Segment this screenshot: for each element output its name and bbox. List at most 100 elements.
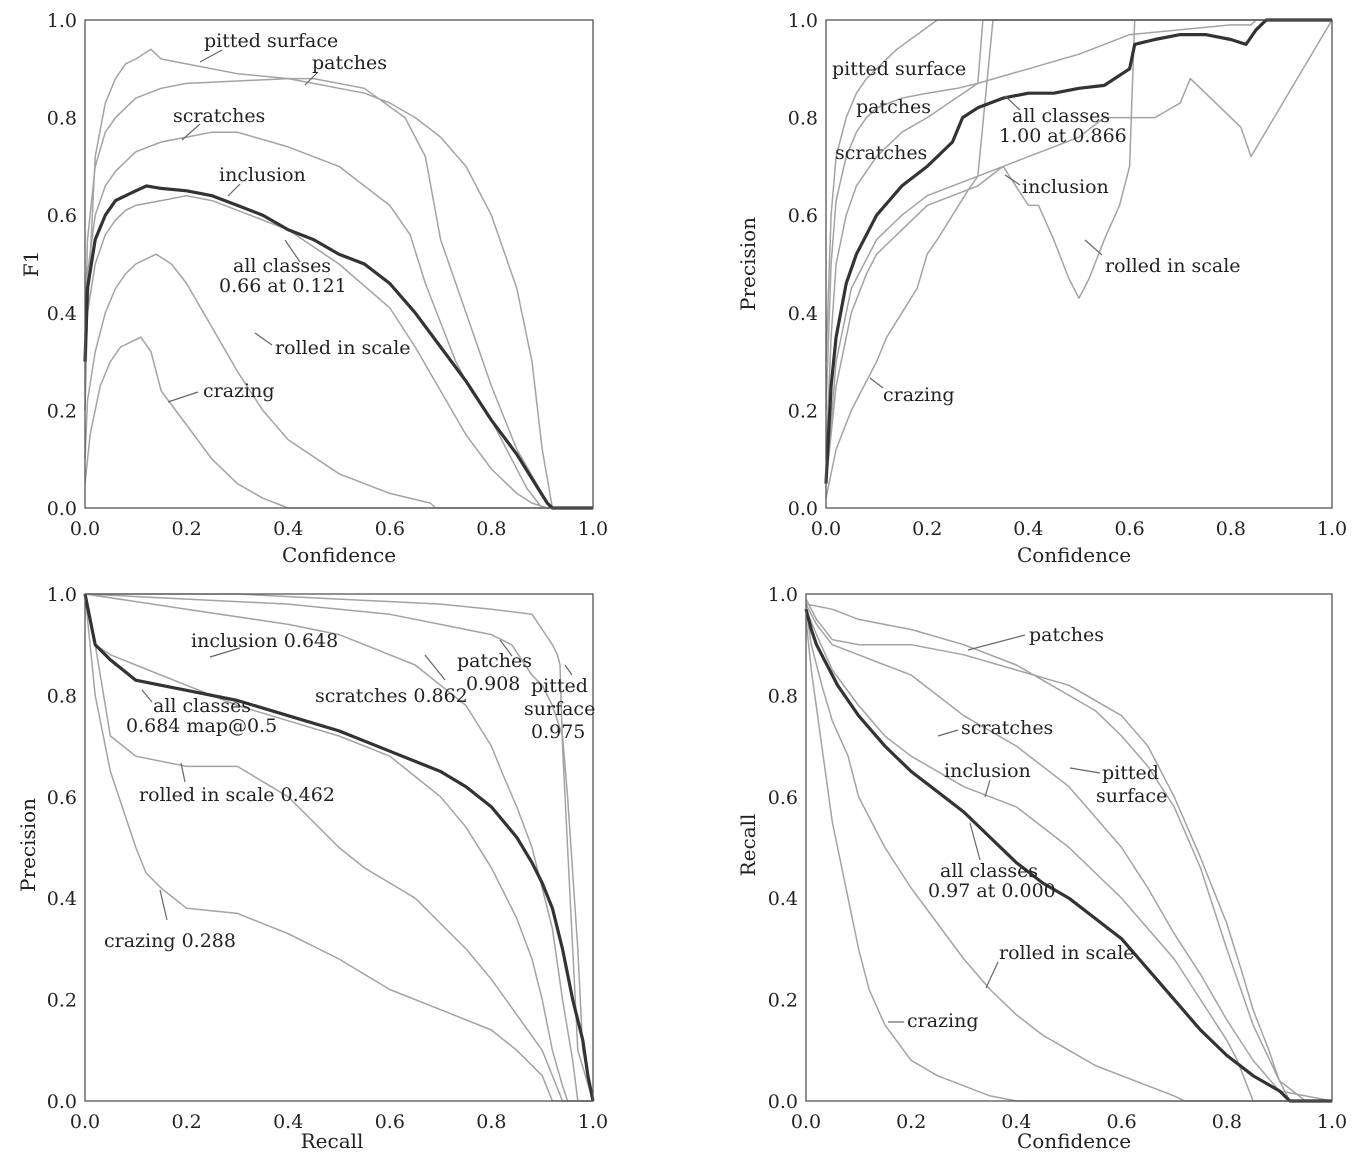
y-tick-label: 0.2 (788, 400, 818, 422)
annotation-inclusion: inclusion 0.648 (191, 630, 338, 652)
series-inclusion (84, 194, 593, 509)
annotation-all-classes-value: 1.00 at 0.866 (999, 125, 1127, 147)
x-tick-label: 0.4 (1001, 1111, 1031, 1133)
x-tick-label: 0.0 (791, 1111, 821, 1133)
y-axis-label: F1 (19, 251, 43, 278)
leader-patches (304, 71, 319, 86)
y-tick-label: 0.4 (47, 888, 77, 910)
annotation-rolled-in-scale: rolled in scale (999, 942, 1135, 964)
annotation-crazing: crazing 0.288 (104, 930, 236, 952)
y-tick-label: 0.0 (768, 1091, 798, 1113)
x-tick-label: 0.0 (70, 518, 100, 540)
annotation-surface: surface (524, 698, 595, 720)
annotation-inclusion: inclusion (944, 760, 1031, 782)
annotation-patches: patches (457, 650, 532, 672)
annotation-scratches: scratches (961, 717, 1053, 739)
annotation-patches-value: 0.908 (466, 673, 520, 695)
annotation-patches: patches (312, 52, 387, 74)
annotation-pitted-surface-value: 0.975 (531, 721, 585, 743)
annotation-pitted-surface: pitted surface (832, 58, 966, 80)
annotation-patches: patches (1029, 624, 1104, 646)
leader-rolled-in-scale (180, 762, 186, 783)
y-tick-label: 0.0 (47, 1091, 77, 1113)
series-all-classes (83, 593, 595, 1102)
leader-scratches (937, 729, 959, 737)
leader-scratches (424, 654, 446, 681)
annotation-all-classes: all classes (153, 695, 251, 717)
y-tick-label: 0.0 (788, 498, 818, 520)
x-axis-label: Confidence (1017, 1129, 1131, 1153)
annotation-crazing: crazing (883, 384, 955, 406)
panel-recall-confidence: 0.0 0.2 0.4 0.6 0.8 1.0 0.0 0.2 0.4 0.6 0.8 1.0 Con… (736, 584, 1347, 1153)
leader-rolled-in-scale (985, 961, 999, 989)
annotation-surface: surface (1096, 785, 1167, 807)
leader-inclusion (227, 183, 241, 197)
annotation-patches: patches (856, 96, 931, 118)
series-scratches (825, 19, 1332, 460)
series-inclusion (84, 593, 593, 1102)
x-tick-label: 0.0 (811, 518, 841, 540)
leader-rolled-in-scale (1084, 239, 1103, 256)
y-tick-label: 0.2 (47, 990, 77, 1012)
annotation-rolled-in-scale: rolled in scale (1105, 255, 1241, 277)
y-tick-label: 0.6 (788, 205, 818, 227)
x-tick-label: 0.0 (70, 1111, 100, 1133)
y-tick-label: 0.4 (47, 303, 77, 325)
x-tick-label: 1.0 (578, 1111, 608, 1133)
x-tick-label: 0.2 (171, 518, 201, 540)
leader-all-classes (284, 239, 301, 263)
annotation-all-classes-value: 0.684 map@0.5 (126, 715, 277, 737)
annotation-inclusion: inclusion (1022, 176, 1109, 198)
x-tick-label: 0.8 (1212, 1111, 1242, 1133)
annotation-scratches: scratches 0.862 (315, 685, 468, 707)
x-tick-label: 0.8 (1216, 518, 1246, 540)
leader-scratches (181, 123, 201, 141)
y-tick-label: 1.0 (47, 10, 77, 32)
x-axis-label: Recall (301, 1129, 364, 1153)
x-tick-label: 0.6 (1114, 518, 1144, 540)
leader-inclusion (984, 779, 991, 798)
x-tick-label: 0.6 (375, 1111, 405, 1133)
panel-f1-confidence: 0.0 0.2 0.4 0.6 0.8 1.0 0.0 0.2 0.4 0.6 0.8 1.0 Con… (19, 10, 608, 567)
y-tick-label: 1.0 (788, 10, 818, 32)
x-tick-label: 0.4 (1013, 518, 1043, 540)
leader-crazing (869, 377, 884, 389)
y-tick-label: 0.2 (768, 990, 798, 1012)
x-tick-label: 0.2 (171, 1111, 201, 1133)
annotation-pitted-surface: pitted surface (204, 30, 338, 52)
y-tick-label: 0.6 (47, 205, 77, 227)
y-axis-label: Precision (16, 798, 40, 892)
plot-frame (825, 19, 1333, 509)
series-patches (84, 77, 593, 509)
series-scratches (805, 603, 1333, 1102)
leader-all-classes (969, 822, 981, 861)
annotation-all-classes: all classes (940, 860, 1038, 882)
leader-patches (967, 634, 1026, 651)
series-inclusion (825, 19, 1333, 484)
x-tick-label: 0.8 (476, 1111, 506, 1133)
annotation-scratches: scratches (173, 105, 265, 127)
leader-crazing (159, 889, 168, 921)
x-tick-label: 1.0 (1317, 1111, 1347, 1133)
annotation-scratches: scratches (835, 142, 927, 164)
leader-all-classes (1004, 95, 1021, 111)
y-tick-label: 1.0 (768, 584, 798, 606)
leader-pitted-surface (199, 49, 223, 63)
x-tick-label: 0.6 (375, 518, 405, 540)
series-rolled-in-scale (84, 253, 593, 509)
series-rolled-in-scale (805, 609, 1332, 1102)
x-tick-label: 0.6 (1106, 1111, 1136, 1133)
series-crazing (84, 593, 593, 1102)
leader-inclusion (1004, 174, 1021, 186)
plot-frame (84, 19, 594, 509)
y-tick-label: 0.6 (47, 787, 77, 809)
annotation-all-classes-value: 0.97 at 0.000 (928, 880, 1056, 902)
series-all-classes (804, 608, 1332, 1103)
panel-precision-recall: 0.0 0.2 0.4 0.6 0.8 1.0 0.0 0.2 0.4 0.6 0.8 1.0 Rec… (16, 584, 608, 1153)
y-tick-label: 0.2 (47, 400, 77, 422)
leader-pitted-surface (564, 664, 573, 676)
annotation-rolled-in-scale: rolled in scale 0.462 (139, 784, 335, 806)
y-tick-label: 0.8 (768, 685, 798, 707)
series-all-classes (824, 18, 1332, 484)
